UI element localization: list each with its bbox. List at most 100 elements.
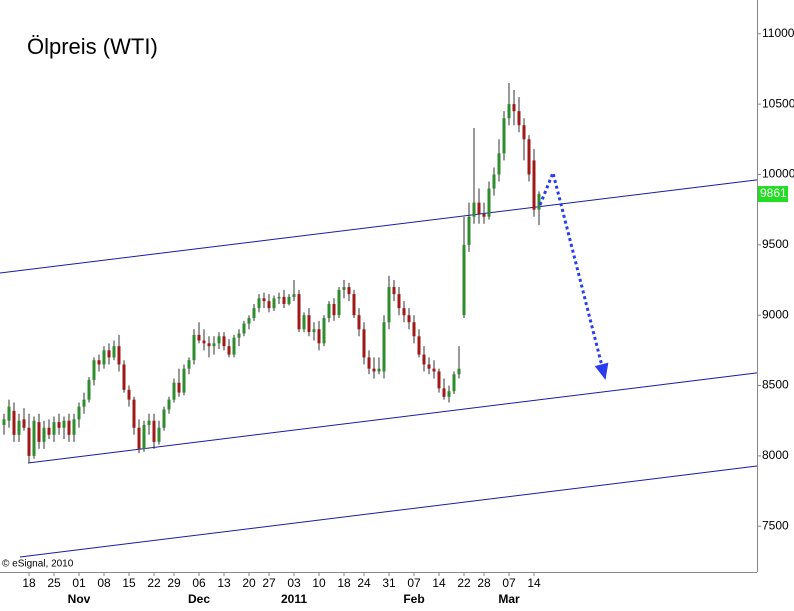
x-tick-label: 07 xyxy=(502,576,516,590)
x-tick-label: 07 xyxy=(407,576,421,590)
candle-body xyxy=(287,296,291,304)
trend-line xyxy=(27,372,758,464)
candle-body xyxy=(132,399,136,428)
candle-body xyxy=(92,360,96,380)
y-tick-label: 9000 xyxy=(762,307,789,321)
last-price-tag xyxy=(758,186,788,203)
candle-body xyxy=(537,194,541,210)
candle-body xyxy=(257,298,261,309)
candle-body xyxy=(382,322,386,372)
candle-body xyxy=(517,111,521,126)
y-tick-label: 11000 xyxy=(762,26,794,40)
candle-body xyxy=(437,371,441,389)
candle-body xyxy=(502,118,506,154)
candle-body xyxy=(202,340,206,344)
month-label: Mar xyxy=(498,592,520,606)
candle-body xyxy=(467,216,471,245)
month-label: 2011 xyxy=(281,592,307,606)
candle-body xyxy=(152,420,156,442)
candle-body xyxy=(12,410,16,435)
candle-body xyxy=(392,287,396,295)
candle-body xyxy=(207,343,211,347)
trend-line xyxy=(19,465,758,558)
candle-body xyxy=(62,420,66,428)
candle-body xyxy=(27,427,31,456)
candle-body xyxy=(477,202,481,214)
candle-body xyxy=(527,139,531,175)
candle-body xyxy=(47,427,51,435)
y-tick-label: 10500 xyxy=(762,96,794,110)
candle-body xyxy=(532,160,536,210)
candle-body xyxy=(457,368,461,375)
candle-body xyxy=(137,427,141,449)
candle-body xyxy=(22,419,26,428)
candle-body xyxy=(332,303,336,316)
month-label: Dec xyxy=(188,592,210,606)
candle-body xyxy=(32,420,36,456)
chart-title: Ölpreis (WTI) xyxy=(27,34,158,59)
forecast-arrowhead xyxy=(594,362,609,380)
candle-body xyxy=(297,294,301,330)
x-tick-label: 06 xyxy=(192,576,206,590)
candle-body xyxy=(447,391,451,397)
candle-body xyxy=(182,368,186,393)
candle-body xyxy=(57,422,61,428)
candle-body xyxy=(507,104,511,119)
candle-body xyxy=(307,315,311,333)
candle-body xyxy=(312,329,316,333)
candle-body xyxy=(162,409,166,428)
x-tick-label: 03 xyxy=(287,576,301,590)
candle-body xyxy=(442,388,446,397)
candle-body xyxy=(397,294,401,309)
candle-body xyxy=(102,350,106,365)
x-tick-label: 08 xyxy=(97,576,111,590)
candle-body xyxy=(282,296,286,304)
candle-body xyxy=(37,422,41,442)
x-tick-label: 14 xyxy=(527,576,541,590)
candle-body xyxy=(87,379,91,400)
candle-body xyxy=(472,202,476,217)
candle-body xyxy=(97,360,101,365)
candle-body xyxy=(77,406,81,420)
candle-body xyxy=(512,104,516,112)
candle-body xyxy=(112,346,116,358)
candle-body xyxy=(42,427,46,442)
candle-body xyxy=(377,368,381,372)
x-tick-label: 14 xyxy=(432,576,446,590)
candle-body xyxy=(302,315,306,330)
candle-body xyxy=(17,420,21,435)
candle-body xyxy=(292,294,296,297)
x-tick-label: 25 xyxy=(47,576,61,590)
candle-body xyxy=(322,318,326,344)
candle-body xyxy=(492,174,496,189)
trend-line xyxy=(0,179,758,274)
candle-body xyxy=(232,337,236,355)
candle-body xyxy=(172,382,176,400)
x-tick-label: 22 xyxy=(457,576,471,590)
x-tick-label: 29 xyxy=(167,576,181,590)
candle-body xyxy=(342,287,346,290)
candle-body xyxy=(2,419,6,425)
candle-body xyxy=(362,329,366,358)
candle-body xyxy=(252,308,256,319)
x-tick-label: 01 xyxy=(72,576,86,590)
candle-body xyxy=(167,399,171,410)
x-tick-label: 15 xyxy=(122,576,136,590)
candle-body xyxy=(262,298,266,302)
candle-body xyxy=(222,336,226,347)
candle-body xyxy=(197,334,201,341)
candle-body xyxy=(347,287,351,295)
candle-body xyxy=(407,315,411,323)
x-tick-label: 20 xyxy=(242,576,256,590)
y-tick-label: 9500 xyxy=(762,237,789,251)
candle-body xyxy=(72,419,76,435)
candle-body xyxy=(267,301,271,309)
candle-body xyxy=(482,213,486,217)
candle-body xyxy=(247,318,251,324)
candle-body xyxy=(177,382,181,393)
candle-body xyxy=(82,399,86,407)
candle-body xyxy=(237,333,241,338)
